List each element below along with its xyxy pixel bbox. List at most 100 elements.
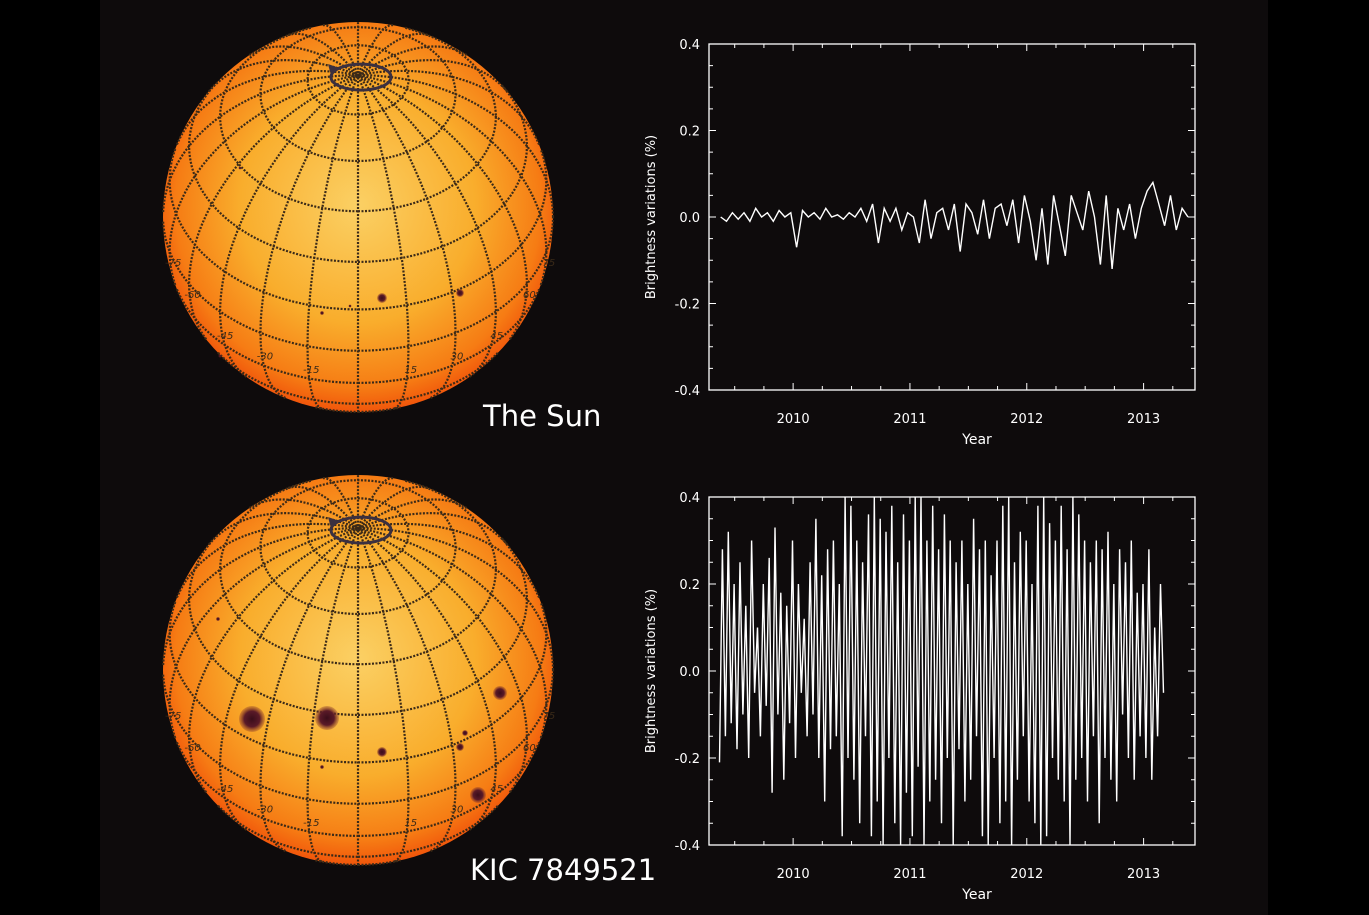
latitude-line xyxy=(162,669,555,805)
meridian-line xyxy=(248,498,359,530)
starspot xyxy=(470,787,486,803)
meridian-line xyxy=(357,58,508,93)
meridian-line xyxy=(168,527,359,739)
meridian-line xyxy=(357,69,541,146)
lat-lon-grid xyxy=(162,475,555,866)
starspot xyxy=(239,706,265,732)
latitude-line xyxy=(168,148,548,311)
meridian-line xyxy=(248,45,359,77)
starspot xyxy=(320,311,324,315)
longitude-label: 60 xyxy=(523,290,536,301)
meridian-line xyxy=(357,527,548,739)
y-tick-label: 0.4 xyxy=(679,491,700,506)
latitude-line xyxy=(168,601,548,764)
meridian-line xyxy=(162,74,359,213)
starspot xyxy=(377,747,387,757)
meridian-line xyxy=(175,522,359,599)
longitude-label: 45 xyxy=(490,331,503,342)
x-tick-label: 2010 xyxy=(777,412,810,427)
latitude-line xyxy=(175,741,541,837)
longitude-label: 30 xyxy=(451,805,464,816)
starspot xyxy=(377,293,387,303)
longitude-label: 30 xyxy=(451,352,464,363)
longitude-label: -30 xyxy=(257,352,273,363)
longitude-label: -15 xyxy=(303,365,319,376)
meridian-line xyxy=(357,527,457,852)
latitude-line xyxy=(187,536,529,716)
star-disk xyxy=(163,22,553,412)
latitude-line xyxy=(162,216,555,352)
y-axis-label: Brightness variations (%) xyxy=(644,589,659,753)
meridian-line xyxy=(162,527,359,666)
meridian-line xyxy=(357,74,498,378)
longitude-label: -15 xyxy=(303,818,319,829)
sun-label: The Sun xyxy=(483,399,602,433)
longitude-label: -60 xyxy=(184,290,200,301)
meridian-line xyxy=(356,74,410,410)
longitude-label: -75 xyxy=(165,258,181,269)
meridian-line xyxy=(208,511,359,546)
meridian-line xyxy=(322,23,360,76)
meridian-line xyxy=(357,45,468,77)
starspot xyxy=(320,765,324,769)
meridian-line xyxy=(187,527,359,793)
rotation-arrow-icon xyxy=(328,64,340,76)
x-tick-label: 2010 xyxy=(777,867,810,882)
latitude-line xyxy=(315,406,401,413)
longitude-label: 15 xyxy=(404,365,417,376)
longitude-label: -45 xyxy=(217,784,233,795)
meridian-line xyxy=(357,32,429,76)
meridian-line xyxy=(357,527,498,831)
meridian-line xyxy=(259,527,359,852)
meridian-line xyxy=(356,23,394,76)
meridian-line xyxy=(168,74,359,286)
starspot xyxy=(348,304,352,308)
y-tick-label: 0.2 xyxy=(679,578,700,593)
starspot xyxy=(493,686,507,700)
brightness-series-line xyxy=(718,497,1165,845)
meridian-line xyxy=(322,476,360,529)
latitude-line xyxy=(175,288,541,384)
latitude-line xyxy=(217,804,499,858)
starspot xyxy=(462,730,468,736)
meridian-line xyxy=(357,511,508,546)
meridian-line xyxy=(187,74,359,340)
y-tick-label: 0.4 xyxy=(679,38,700,53)
longitude-label: 60 xyxy=(523,743,536,754)
meridian-line xyxy=(357,522,541,599)
rotation-arrow-ring xyxy=(329,62,393,92)
meridian-line xyxy=(357,527,555,671)
meridian-line xyxy=(357,498,468,530)
meridian-line xyxy=(306,527,360,863)
rotation-arrow-ring xyxy=(329,515,393,545)
latitude-line xyxy=(187,83,529,263)
y-tick-label: -0.4 xyxy=(675,839,700,854)
latitude-line xyxy=(217,351,499,405)
y-axis-label: Brightness variations (%) xyxy=(644,135,659,299)
meridian-line xyxy=(287,32,359,76)
starspot xyxy=(456,743,464,751)
meridian-line xyxy=(175,69,359,146)
longitude-label: 15 xyxy=(404,818,417,829)
y-tick-label: 0.0 xyxy=(679,665,700,680)
longitude-label: 75 xyxy=(542,711,555,722)
longitude-label: -75 xyxy=(165,711,181,722)
meridian-line xyxy=(357,74,548,286)
meridian-line xyxy=(259,74,359,399)
rotation-arrow-icon xyxy=(328,517,340,529)
meridian-line xyxy=(356,527,410,863)
meridian-line xyxy=(357,527,529,793)
sun-sphere: -75 -60 -45 -30 -15 15 30 45 60 75 xyxy=(162,22,555,413)
brightness-series-line xyxy=(720,180,1189,269)
x-tick-label: 2013 xyxy=(1127,412,1160,427)
y-tick-label: 0.2 xyxy=(679,125,700,140)
meridian-line xyxy=(306,74,360,410)
meridian-line xyxy=(287,485,359,529)
kic-brightness-chart: 0.4 0.2 0.0 -0.2 -0.4 2010 2011 2012 2013 Year Bri… xyxy=(644,491,1196,903)
meridian-line xyxy=(208,58,359,93)
latitude-line xyxy=(306,44,410,116)
meridian-line xyxy=(357,485,429,529)
x-tick-label: 2012 xyxy=(1010,867,1043,882)
meridian-line xyxy=(357,74,457,399)
